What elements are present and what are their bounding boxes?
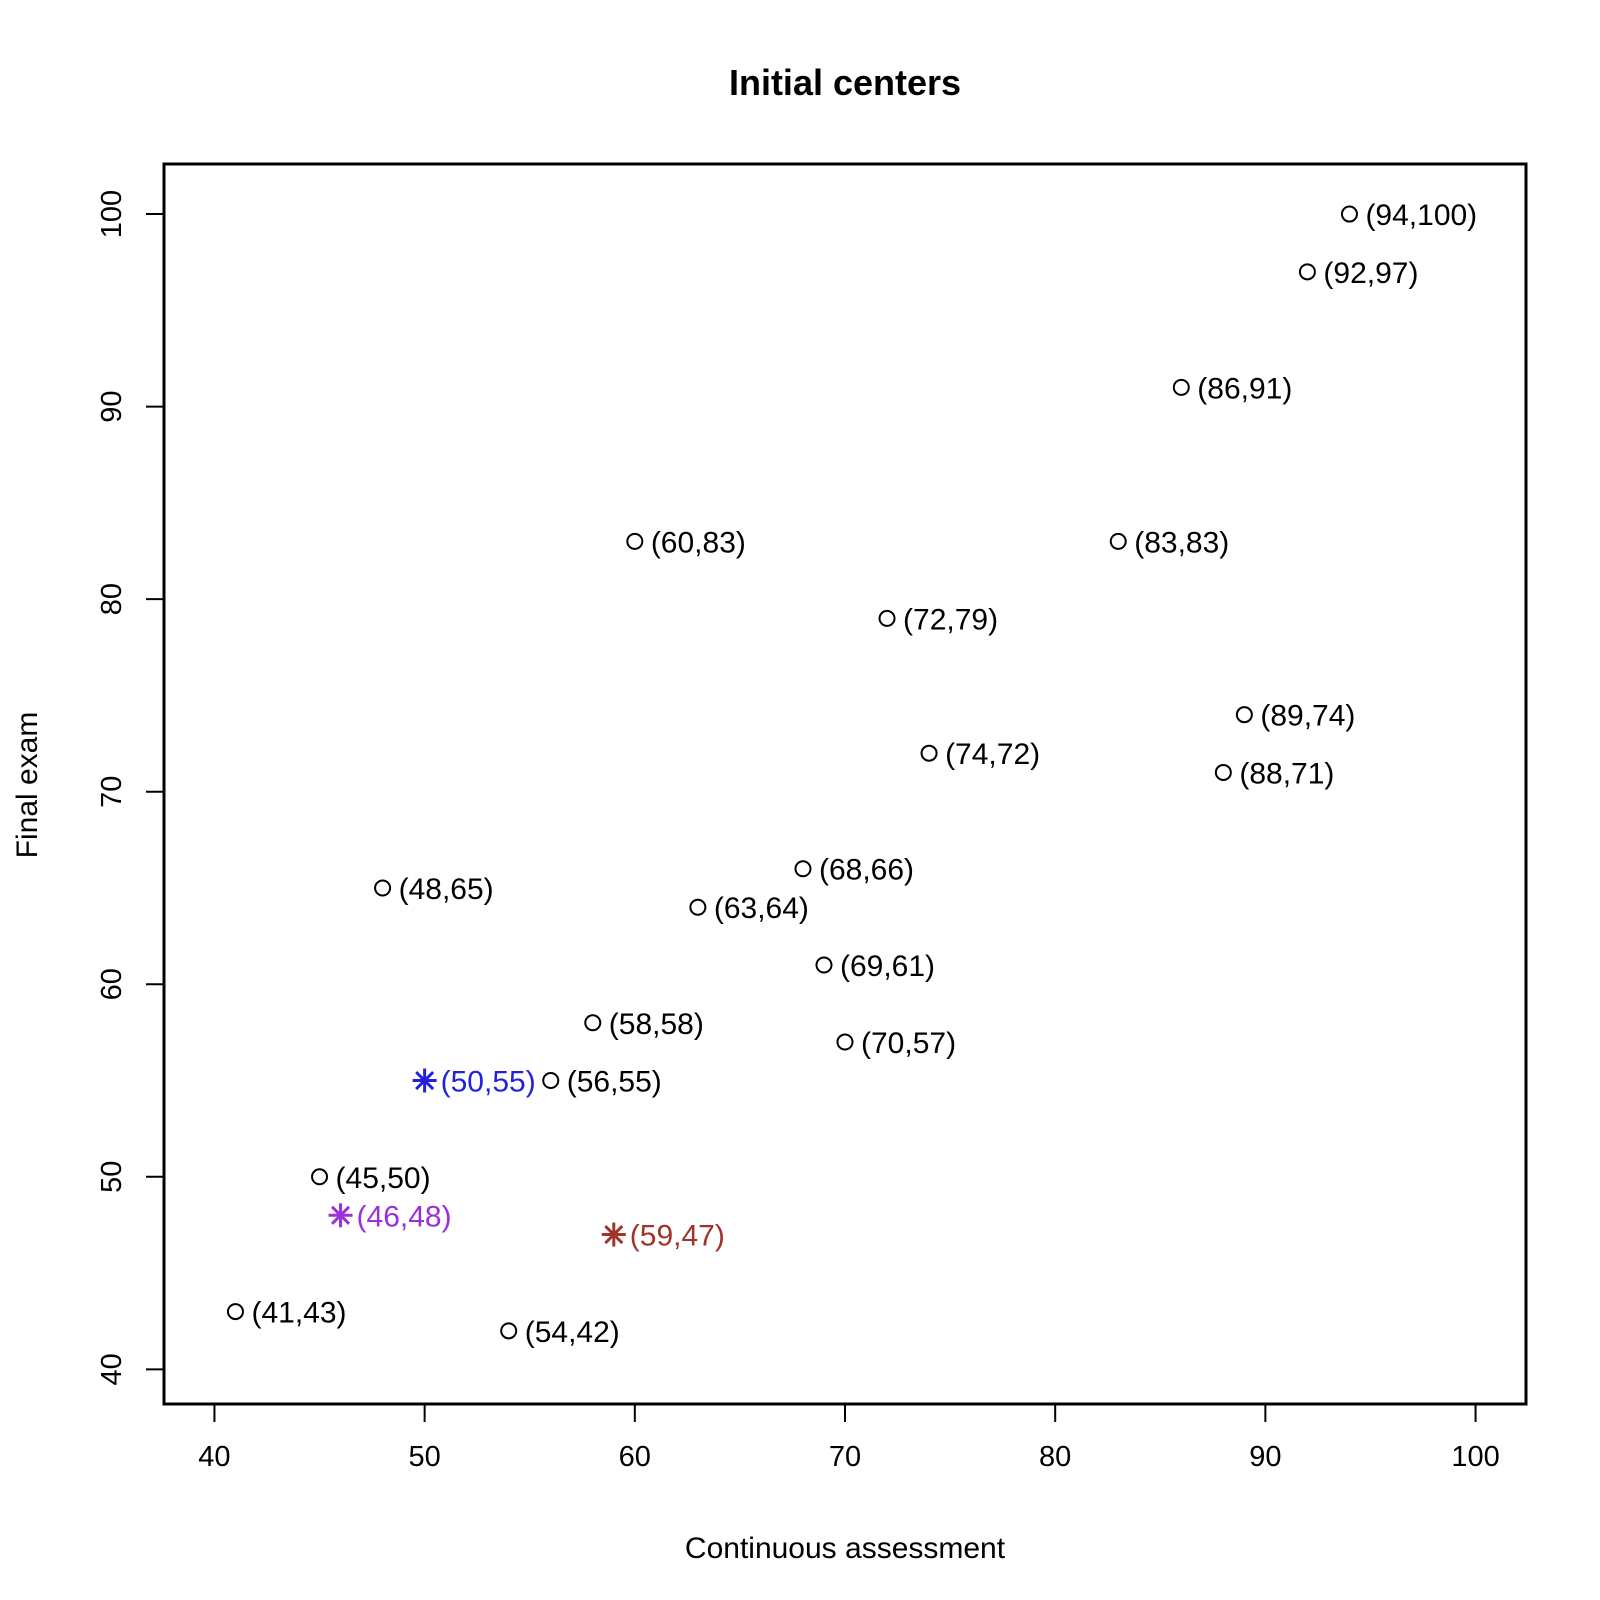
point-marker [1235,706,1253,724]
point-label: (56,55) [567,1066,662,1099]
data-point: (89,74) [1235,700,1355,733]
data-point: (88,71) [1214,757,1334,790]
point-marker [542,1072,560,1090]
y-tick-label: 90 [96,390,128,422]
point-label: (45,50) [336,1162,431,1195]
x-tick-label: 100 [1451,1441,1499,1473]
x-tick-label: 80 [1039,1441,1071,1473]
point-marker [1298,263,1316,281]
point-label: (88,71) [1239,757,1334,790]
asterisk-stroke [331,1205,351,1225]
y-tick-label: 80 [96,583,128,615]
point-label: (68,66) [819,854,914,887]
y-axis: 40 50 60 70 80 90 100 [96,190,165,1385]
point-label: (58,58) [609,1008,704,1041]
center-point: (46,48) [328,1200,452,1233]
point-marker [226,1303,244,1321]
point-label: (72,79) [903,603,998,636]
y-tick-label: 70 [96,776,128,808]
point-label: (70,57) [861,1027,956,1060]
chart-title: Initial centers [729,62,961,103]
point-label: (89,74) [1260,700,1355,733]
data-point: (69,61) [815,950,935,983]
point-label: (92,97) [1323,257,1418,290]
x-tick-label: 60 [619,1441,651,1473]
point-label: (94,100) [1365,199,1477,232]
point-label: (63,64) [714,892,809,925]
data-point: (48,65) [374,873,494,906]
point-marker [794,860,812,878]
data-point: (60,83) [626,526,746,559]
y-tick-label: 50 [96,1161,128,1193]
point-marker [500,1322,518,1340]
point-marker [689,898,707,916]
point-marker [374,879,392,897]
x-tick-label: 50 [408,1441,440,1473]
asterisk-stroke [415,1070,435,1091]
data-point: (63,64) [689,892,809,925]
y-axis-label: Final exam [11,712,44,859]
x-axis: 40 50 60 70 80 90 100 [198,1403,1500,1473]
point-marker [920,744,938,762]
data-point: (56,55) [542,1066,662,1099]
y-tick-label: 40 [96,1353,128,1385]
point-label: (86,91) [1197,372,1292,405]
center-point: (59,47) [601,1220,725,1253]
data-point: (94,100) [1340,199,1477,232]
x-tick-label: 90 [1249,1441,1281,1473]
data-point: (54,42) [500,1316,620,1349]
point-label: (83,83) [1134,526,1229,559]
data-point: (83,83) [1109,526,1229,559]
data-point: (58,58) [584,1008,704,1041]
point-marker [1172,378,1190,396]
asterisk-stroke [604,1225,624,1245]
point-label: (60,83) [651,526,746,559]
point-label: (50,55) [441,1066,536,1099]
point-label: (41,43) [251,1297,346,1330]
data-point: (70,57) [836,1027,956,1060]
x-tick-label: 70 [829,1441,861,1473]
point-marker [815,956,833,974]
point-marker [584,1014,602,1032]
data-point: (45,50) [311,1162,431,1195]
point-marker [878,609,896,627]
data-point: (68,66) [794,854,914,887]
point-label: (59,47) [630,1220,725,1253]
point-label: (69,61) [840,950,935,983]
point-marker [626,532,644,550]
point-label: (48,65) [399,873,494,906]
point-marker [1340,205,1358,223]
data-point: (92,97) [1298,257,1418,290]
data-points: (94,100) (92,97) (86,91) (60,83) (83,83) (72,… [226,199,1477,1349]
point-label: (74,72) [945,738,1040,771]
y-tick-label: 60 [96,968,128,1000]
data-point: (72,79) [878,603,998,636]
y-tick-label: 100 [96,190,128,238]
x-tick-label: 40 [198,1441,230,1473]
point-marker [836,1033,854,1051]
point-marker [311,1168,329,1186]
point-marker [1109,532,1127,550]
point-label: (54,42) [525,1316,620,1349]
data-point: (41,43) [226,1297,347,1330]
center-point: (50,55) [412,1066,536,1099]
point-label: (46,48) [357,1200,452,1233]
data-point: (74,72) [920,738,1040,771]
x-axis-label: Continuous assessment [685,1532,1006,1565]
data-point: (86,91) [1172,372,1292,405]
point-marker [1214,763,1232,781]
